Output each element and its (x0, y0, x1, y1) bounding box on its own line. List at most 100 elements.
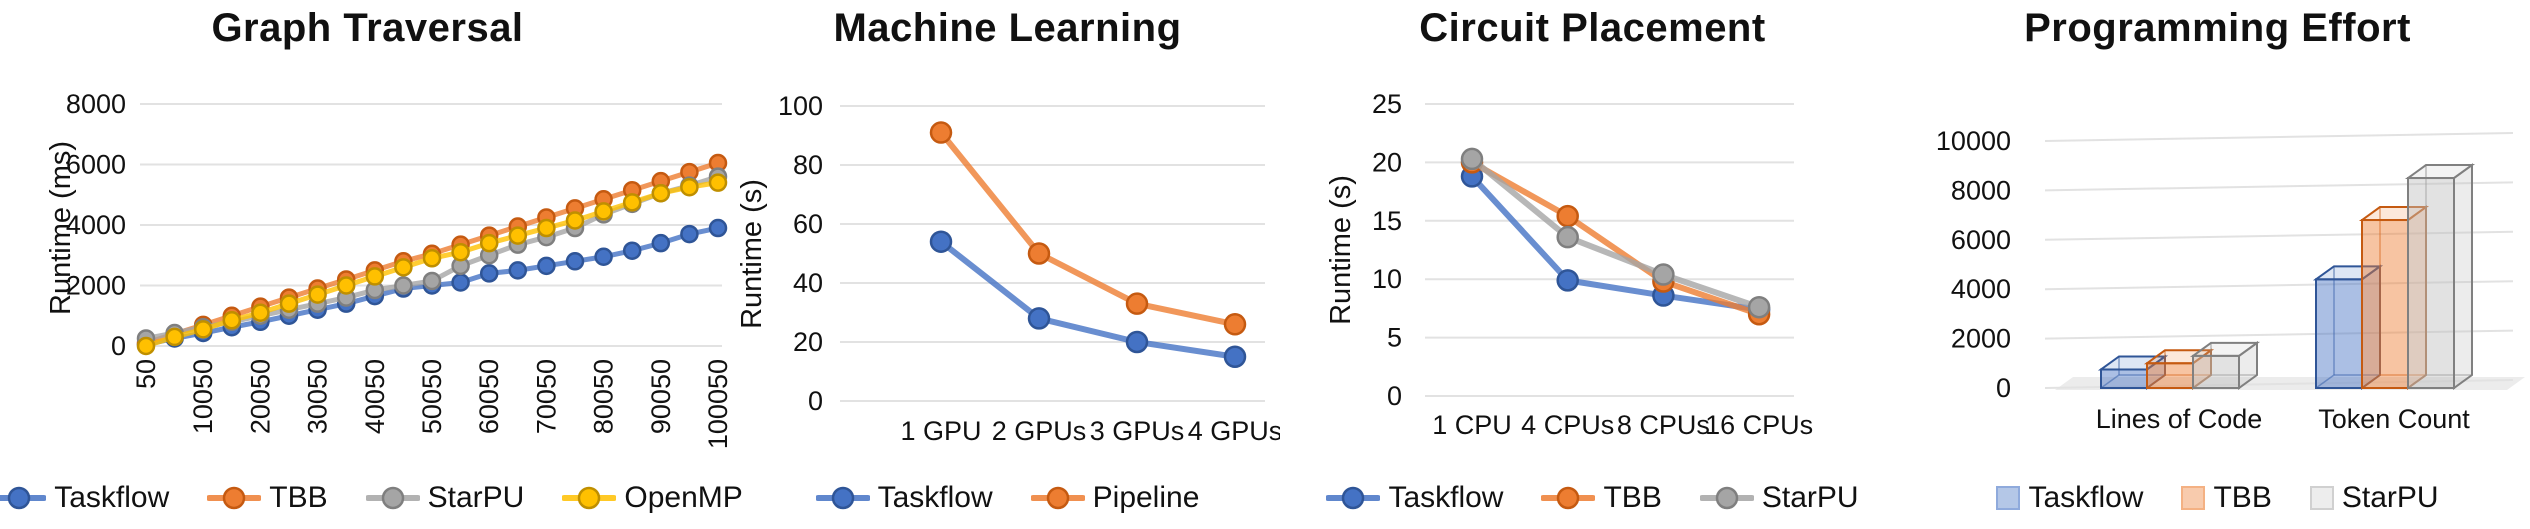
legend-label: StarPU (2341, 480, 2439, 514)
legend-line-marker-icon (1699, 486, 1754, 509)
y-tick-label: 25 (1372, 89, 1402, 119)
legend-item-starpu: StarPU (2309, 480, 2439, 515)
grid-line (2044, 230, 2514, 241)
legend-item-pipeline: Pipeline (1030, 480, 1200, 515)
y-tick-label: 4000 (1951, 274, 2011, 304)
data-point-marker (594, 247, 613, 267)
gridlines (2044, 132, 2514, 389)
data-point-marker (565, 252, 585, 271)
y-tick-label: 4000 (66, 210, 126, 240)
data-point-marker (394, 276, 413, 295)
x-tick-label: 90050 (646, 359, 676, 434)
data-point-marker (451, 273, 470, 292)
y-tick-label: 2000 (1951, 324, 2011, 354)
data-point-marker (1027, 242, 1051, 265)
grid-line (2044, 181, 2514, 192)
chart-machine-learning: 0 20 40 60 80 100 Runtime (s) 1 GPU 2 GPUs 3 GPUs… (736, 91, 1280, 446)
data-point-marker (451, 242, 470, 262)
data-point-marker (336, 276, 356, 295)
legend-item-taskflow: Taskflow (0, 481, 169, 515)
grid-line (2044, 379, 2514, 389)
x-tick-label: 100050 (703, 359, 733, 449)
legend-item-tbb: TBB (2181, 481, 2272, 515)
data-point-marker (1460, 147, 1484, 171)
y-tick-label: 0 (111, 331, 126, 361)
y-tick-label: 5 (1387, 323, 1402, 353)
chart-title-graph-traversal: Graph Traversal (211, 6, 524, 50)
data-point-marker (708, 218, 728, 238)
y-tick-label: 8000 (1951, 175, 2011, 205)
y-axis-tick-labels: 0 5 10 15 20 25 (1372, 89, 1402, 411)
data-point-marker (1556, 225, 1579, 249)
series-taskflow (929, 230, 1247, 368)
data-point-marker (1556, 204, 1579, 228)
bar-back-edge (2192, 374, 2212, 389)
y-axis-title: Runtime (s) (736, 179, 768, 329)
data-point-marker (651, 233, 671, 253)
data-point-marker (929, 121, 953, 144)
legend-swatch-icon (2309, 485, 2334, 510)
legend-label: TBB (269, 480, 328, 514)
data-point-marker (279, 294, 299, 313)
y-tick-label: 6000 (66, 150, 126, 180)
grid-line (2044, 280, 2514, 291)
y-axis-tick-labels: 0 2000 4000 6000 8000 (66, 89, 126, 361)
data-point-marker (193, 320, 213, 339)
legend-swatch-icon (1996, 485, 2021, 510)
legend-line-marker-icon (1541, 486, 1596, 509)
legend-line-marker-icon (815, 486, 870, 509)
chart-title-programming-effort: Programming Effort (2024, 6, 2411, 50)
chart-panel-machine-learning: Machine Learning 0 20 40 60 80 100 Runtime (s)… (735, 0, 1280, 529)
data-point-marker (622, 241, 642, 260)
legend-label: Taskflow (54, 480, 170, 514)
y-axis-tick-labels: 0 2000 4000 6000 8000 10000 (1936, 126, 2011, 403)
legend-item-tbb: TBB (207, 480, 328, 515)
legend-line-marker-icon (207, 486, 262, 509)
y-tick-label: 40 (793, 268, 823, 298)
data-point-marker (222, 311, 242, 330)
data-point-marker (1652, 263, 1675, 286)
series-pipeline (929, 121, 1247, 336)
grid-line (2044, 329, 2514, 340)
data-point-marker (622, 193, 642, 212)
legend-label: Pipeline (1092, 480, 1200, 514)
data-point-marker (365, 267, 385, 286)
legend-item-taskflow: Taskflow (1326, 481, 1503, 515)
y-tick-label: 6000 (1951, 225, 2011, 255)
legend-item-openmp: OpenMP (562, 480, 743, 515)
x-tick-label: 4 CPUs (1521, 410, 1614, 440)
data-point-marker (929, 230, 953, 253)
y-tick-label: 0 (1387, 381, 1402, 411)
data-point-marker (136, 336, 156, 356)
data-point-marker (680, 224, 699, 244)
bar-front-face (2146, 362, 2194, 389)
bar-back-edge (2146, 374, 2166, 389)
legend-label: OpenMP (624, 480, 743, 514)
data-point-marker (1125, 292, 1149, 315)
x-tick-label: 50050 (417, 359, 447, 434)
data-point-marker (508, 226, 528, 245)
y-tick-label: 80 (793, 150, 823, 180)
bar3d-starpu-1 (2404, 163, 2476, 390)
y-tick-label: 20 (793, 327, 823, 357)
data-point-marker (537, 218, 556, 238)
x-tick-label: 2 GPUs (992, 416, 1087, 446)
legend-machine-learning: Taskflow Pipeline (735, 466, 1280, 529)
x-tick-label: 8 CPUs (1617, 410, 1710, 440)
bar-back-edge (2100, 374, 2120, 389)
legend-item-tbb: TBB (1541, 481, 1662, 515)
y-tick-label: 2000 (66, 271, 126, 301)
bar-front-face (2315, 278, 2363, 390)
bar3d-taskflow-1 (2312, 264, 2384, 390)
y-axis-title: Runtime (s) (1325, 175, 1357, 325)
data-point-marker (1223, 345, 1247, 368)
data-point-marker (1223, 313, 1247, 336)
data-point-marker (537, 256, 556, 276)
y-tick-label: 10 (1372, 264, 1402, 294)
y-tick-label: 0 (1996, 373, 2011, 403)
y-tick-label: 0 (808, 386, 823, 416)
data-point-marker (594, 202, 613, 221)
legend-line-marker-icon (0, 486, 47, 509)
x-tick-label: 10050 (188, 359, 218, 434)
legend-label: Taskflow (2028, 480, 2144, 514)
